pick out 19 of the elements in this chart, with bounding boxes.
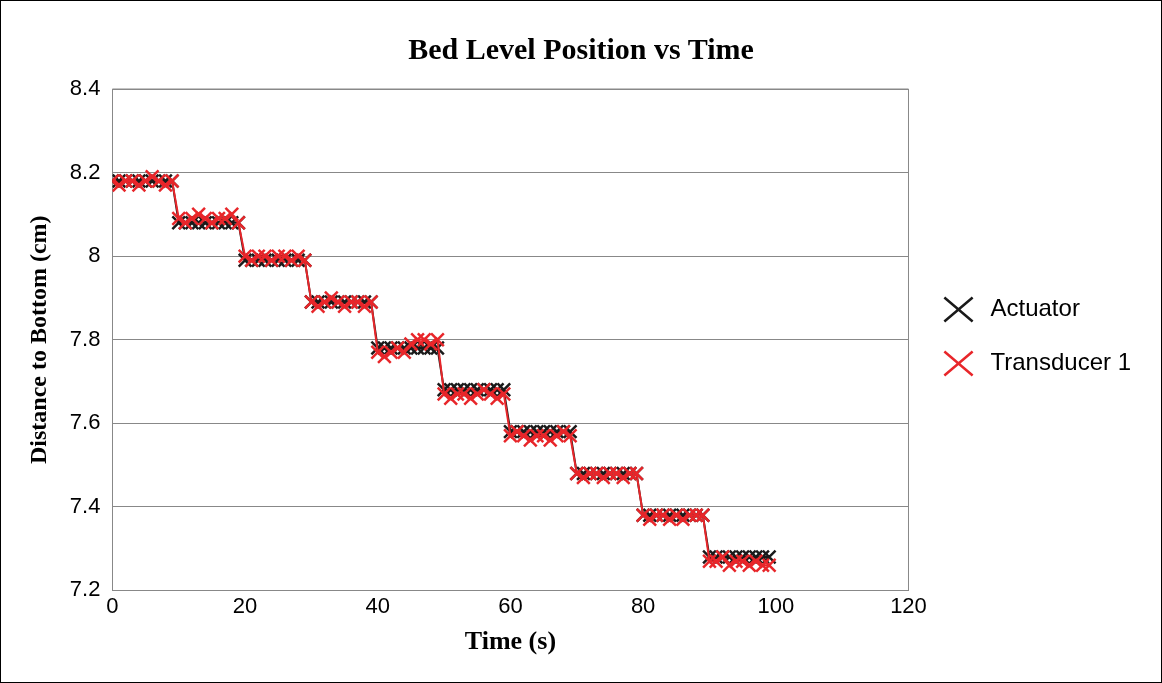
- x-tick-label: 40: [365, 592, 390, 618]
- legend-label: Actuator: [990, 294, 1080, 322]
- y-axis-title: Distance to Bottom (cm): [24, 215, 51, 464]
- y-tick-label: 8.2: [69, 158, 101, 184]
- x-tick-label: 0: [106, 592, 119, 618]
- y-tick-label: 8: [88, 242, 101, 268]
- y-tick-label: 7.6: [69, 409, 101, 435]
- chart-title: Bed Level Position vs Time: [408, 31, 754, 65]
- y-tick-label: 8.4: [69, 75, 101, 101]
- x-tick-label: 60: [498, 592, 523, 618]
- x-tick-label: 120: [890, 592, 927, 618]
- y-tick-label: 7.8: [69, 325, 101, 351]
- y-tick-label: 7.2: [69, 576, 101, 602]
- x-tick-label: 20: [232, 592, 258, 618]
- legend-label: Transducer 1: [990, 348, 1132, 376]
- x-axis-title: Time (s): [464, 626, 557, 656]
- y-tick-label: 7.4: [69, 492, 101, 518]
- x-tick-label: 80: [630, 592, 656, 618]
- x-tick-label: 100: [757, 592, 795, 618]
